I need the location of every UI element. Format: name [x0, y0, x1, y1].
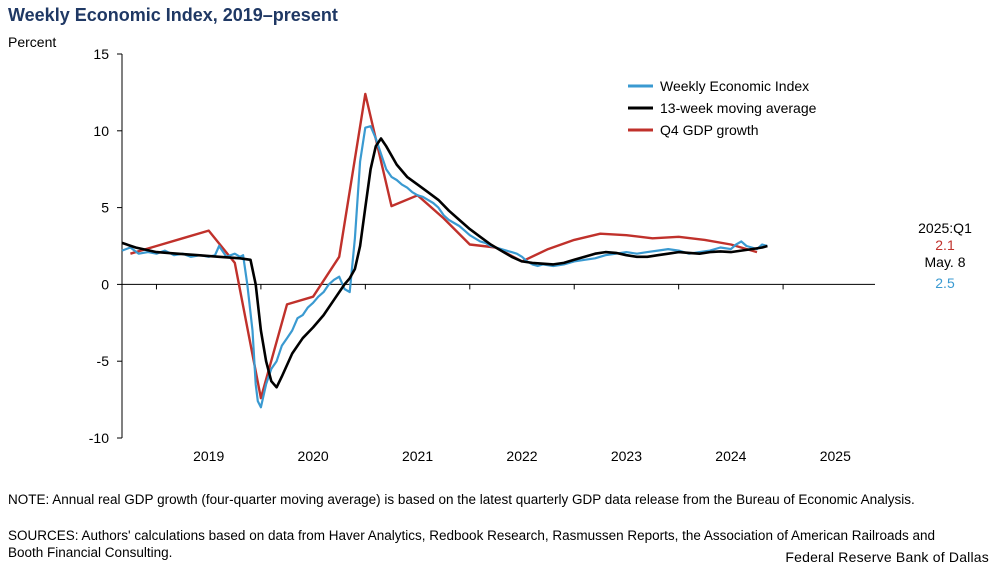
- note-text: NOTE: Annual real GDP growth (four-quart…: [8, 492, 915, 507]
- series-line-q4-gdp-growth: [130, 92, 758, 400]
- source-credit: Federal Reserve Bank of Dallas: [785, 549, 989, 565]
- y-tick-label: 15: [93, 46, 109, 62]
- annotation-value: 2.5: [935, 275, 955, 291]
- legend-label: Q4 GDP growth: [660, 122, 759, 138]
- series-line-weekly-economic-index: [121, 125, 768, 409]
- legend-label: Weekly Economic Index: [660, 78, 809, 94]
- chart-title: Weekly Economic Index, 2019–present: [8, 5, 338, 25]
- legend: Weekly Economic Index 13-week moving aver…: [628, 78, 817, 138]
- x-tick-label: 2023: [611, 448, 642, 464]
- x-tick-label: 2025: [820, 448, 851, 464]
- annotation-value: 2.1: [935, 237, 955, 253]
- series-line-13-week-moving-average: [121, 137, 768, 389]
- y-tick-label: 10: [93, 123, 109, 139]
- y-axis-label: Percent: [8, 34, 56, 50]
- y-tick-label: -5: [97, 353, 110, 369]
- series-layer: [121, 92, 768, 409]
- annotation-label: 2025:Q1: [918, 220, 972, 236]
- y-tick-label: -10: [89, 430, 109, 446]
- x-tick-label: 2020: [298, 448, 329, 464]
- x-tick-label: 2019: [193, 448, 224, 464]
- sources-text: SOURCES: Authors' calculations based on …: [8, 528, 936, 560]
- annotation-label: May. 8: [925, 254, 966, 270]
- x-tick-label: 2024: [715, 448, 746, 464]
- legend-label: 13-week moving average: [660, 100, 817, 116]
- y-tick-label: 5: [101, 200, 109, 216]
- axes: -10 -5 0 5 10 15 Percent 2019 2020 2021 2022 2023 20…: [8, 34, 875, 464]
- x-tick-label: 2021: [402, 448, 433, 464]
- x-tick-label: 2022: [506, 448, 537, 464]
- y-tick-label: 0: [101, 276, 109, 292]
